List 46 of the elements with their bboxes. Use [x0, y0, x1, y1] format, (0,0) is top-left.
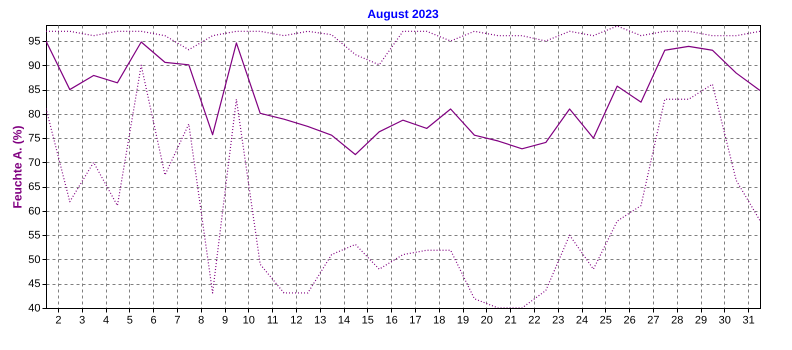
y-tick-label: 55	[28, 230, 40, 242]
x-tick-label: 13	[314, 314, 326, 326]
y-tick-label: 80	[28, 108, 40, 120]
y-tick-label: 95	[28, 36, 40, 48]
x-tick-label: 19	[456, 314, 470, 326]
x-tick-label: 6	[150, 314, 157, 326]
x-tick-label: 23	[552, 314, 564, 326]
y-tick-label: 40	[28, 302, 40, 314]
x-tick-label: 24	[576, 314, 588, 326]
y-tick-label: 65	[28, 181, 40, 194]
x-tick-label: 30	[718, 314, 731, 326]
chart-title: August 2023	[367, 7, 439, 21]
x-tick-label: 25	[600, 314, 612, 326]
line-series	[46, 40, 760, 156]
x-tick-label: 3	[79, 314, 86, 326]
x-tick-label: 18	[433, 314, 446, 326]
x-tick-label: 17	[409, 314, 422, 326]
x-tick-label: 21	[504, 314, 517, 326]
x-tick-label: 31	[742, 314, 755, 326]
x-tick-label: 10	[242, 314, 255, 326]
y-tick-label: 70	[28, 156, 40, 169]
x-tick-label: 15	[362, 314, 374, 326]
x-tick-label: 9	[222, 314, 228, 326]
y-tick-label: 50	[28, 254, 40, 266]
x-tick-label: 11	[266, 314, 278, 326]
x-tick-label: 29	[694, 314, 708, 326]
x-tick-label: 4	[102, 314, 110, 326]
x-tick-label: 2	[55, 314, 62, 326]
y-tick-label: 60	[28, 205, 40, 218]
y-axis-title: Feuchte A. (%)	[10, 126, 24, 208]
x-tick-label: 22	[528, 314, 541, 326]
line-series	[46, 25, 760, 66]
x-tick-label: 12	[290, 314, 303, 326]
x-tick-label: 27	[647, 314, 660, 326]
x-tick-label: 26	[623, 314, 636, 326]
x-tick-label: 14	[338, 314, 350, 326]
x-tick-label: 20	[480, 314, 493, 326]
x-tick-label: 8	[198, 314, 204, 326]
y-tick-label: 85	[28, 84, 40, 96]
x-tick-label: 28	[671, 314, 684, 326]
y-tick-label: 45	[28, 278, 40, 290]
x-tick-label: 5	[126, 314, 133, 326]
y-tick-label: 90	[28, 60, 40, 72]
x-tick-label: 7	[174, 314, 180, 326]
x-tick-label: 16	[385, 314, 398, 326]
y-tick-label: 75	[28, 132, 40, 145]
